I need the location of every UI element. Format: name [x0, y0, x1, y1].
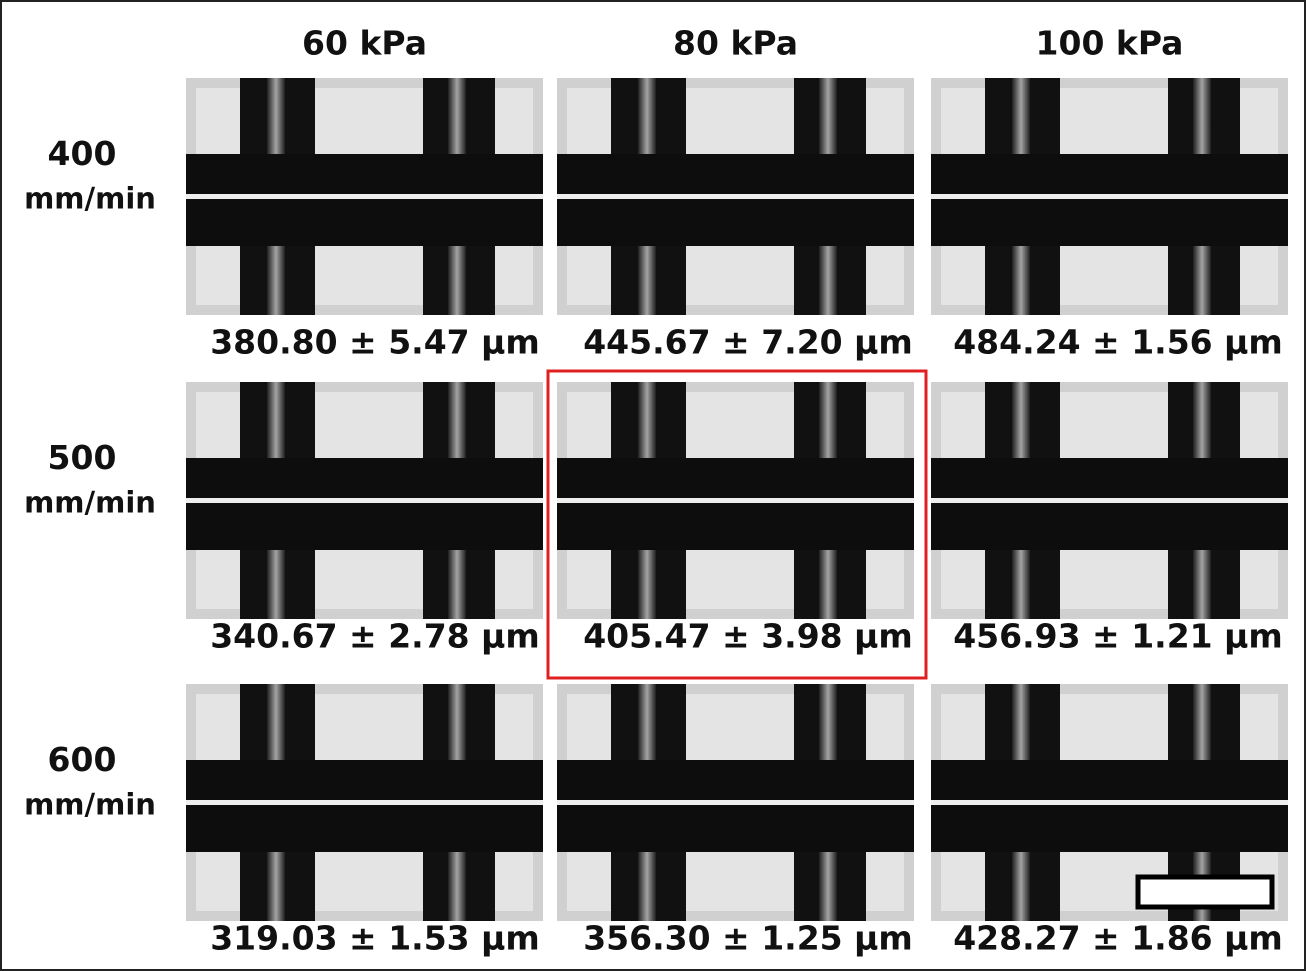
scale-bar: [1135, 874, 1275, 910]
measurement: 356.30 ± 1.25 μm: [583, 919, 913, 958]
micrograph: [931, 382, 1288, 619]
column-header: 60 kPa: [302, 24, 427, 63]
highlight-box: [546, 369, 928, 680]
measurement: 456.93 ± 1.21 μm: [953, 617, 1283, 656]
measurement: 380.80 ± 5.47 μm: [210, 323, 540, 362]
micrograph: [557, 684, 914, 921]
row-label: 600: [48, 740, 117, 779]
measurement: 340.67 ± 2.78 μm: [210, 617, 540, 656]
column-header: 100 kPa: [1036, 24, 1184, 63]
row-unit: mm/min: [24, 182, 156, 216]
row-label: 400: [48, 134, 117, 173]
row-label: 500: [48, 438, 117, 477]
measurement: 445.67 ± 7.20 μm: [583, 323, 913, 362]
micrograph: [186, 78, 543, 315]
measurement: 319.03 ± 1.53 μm: [210, 919, 540, 958]
measurement: 428.27 ± 1.86 μm: [953, 919, 1283, 958]
micrograph: [931, 78, 1288, 315]
measurement: 405.47 ± 3.98 μm: [583, 617, 913, 656]
row-unit: mm/min: [24, 788, 156, 822]
micrograph: [186, 684, 543, 921]
micrograph: [186, 382, 543, 619]
row-unit: mm/min: [24, 486, 156, 520]
column-header: 80 kPa: [673, 24, 798, 63]
micrograph: [557, 382, 914, 619]
measurement: 484.24 ± 1.56 μm: [953, 323, 1283, 362]
micrograph: [557, 78, 914, 315]
